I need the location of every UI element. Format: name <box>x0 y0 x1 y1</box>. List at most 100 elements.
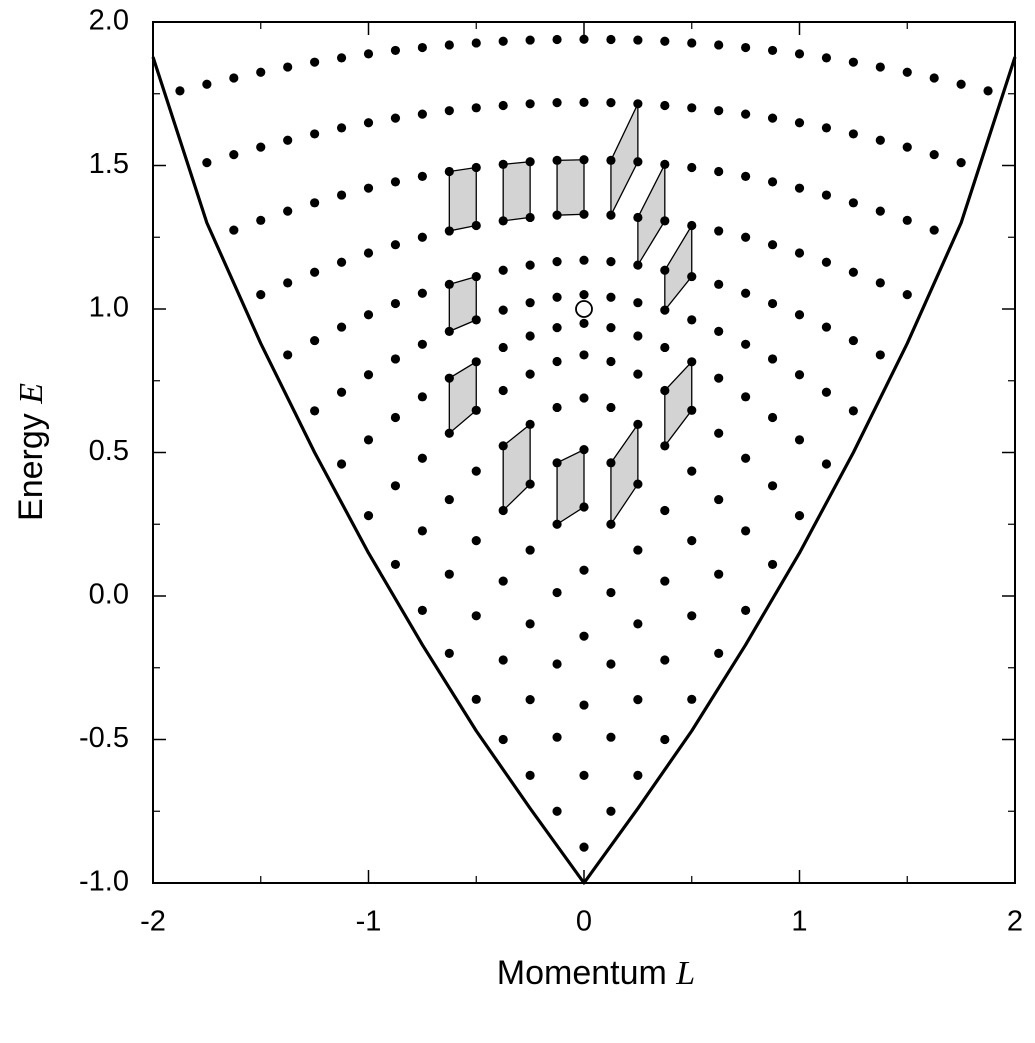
y-tick-label: 0.0 <box>89 579 129 611</box>
y-tick-label: -1.0 <box>79 866 129 898</box>
lattice-point <box>390 240 401 250</box>
lattice-point <box>498 505 508 516</box>
lattice-point <box>498 342 508 353</box>
lattice-point <box>633 260 643 270</box>
lattice-point <box>633 479 643 489</box>
lattice-point <box>741 526 751 536</box>
lattice-point <box>714 226 724 236</box>
x-axis-label: Momentum L <box>497 954 695 992</box>
lattice-point <box>390 412 401 423</box>
lattice-point <box>606 210 616 220</box>
lattice-point <box>633 545 643 555</box>
lattice-point <box>660 305 670 315</box>
lattice-point <box>579 700 589 710</box>
lattice-point <box>875 62 885 72</box>
lattice-point <box>714 428 724 438</box>
lattice-point <box>606 323 616 333</box>
lattice-point <box>606 356 616 367</box>
lattice-point <box>579 290 589 300</box>
lattice-point <box>525 157 535 167</box>
lattice-point <box>471 271 481 282</box>
lattice-point <box>310 198 320 208</box>
x-tick-label: -2 <box>140 906 166 938</box>
lattice-point <box>229 225 239 235</box>
lattice-point <box>471 103 481 113</box>
lattice-point <box>741 171 751 182</box>
lattice-point <box>687 694 697 704</box>
lattice-cell <box>556 159 585 216</box>
lattice-point <box>687 466 697 476</box>
axis-layer: -2 -1 0 1 2 -1.0 -0.5 0.0 0.5 1.0 1.5 2.0 <box>79 5 1023 938</box>
lattice-point <box>498 159 508 169</box>
lattice-point <box>579 502 589 512</box>
lattice-point <box>714 569 724 579</box>
lattice-point <box>525 260 535 270</box>
lattice-point <box>902 215 912 225</box>
lattice-point <box>336 123 347 133</box>
lattice-point <box>767 113 778 123</box>
x-tick-label: 2 <box>1007 906 1023 938</box>
lattice-point <box>929 225 939 235</box>
lattice-point <box>363 370 374 380</box>
lattice-point <box>821 387 832 397</box>
lattice-point <box>498 265 508 275</box>
lattice-point <box>929 73 939 83</box>
lattice-point <box>444 569 454 579</box>
lattice-point <box>498 216 508 226</box>
lattice-point <box>767 45 778 56</box>
lattice-point <box>417 109 427 119</box>
lattice-point <box>579 318 589 328</box>
lattice-point <box>525 298 535 308</box>
lattice-point <box>471 357 481 367</box>
lattice-point <box>579 842 589 852</box>
lattice-point <box>741 288 751 298</box>
lattice-point <box>579 155 589 165</box>
lattice-point <box>767 481 778 491</box>
lattice-point <box>767 354 778 364</box>
lattice-point <box>471 315 481 325</box>
lattice-point <box>821 53 832 63</box>
lattice-point <box>687 536 697 546</box>
lattice-point <box>875 350 885 360</box>
lattice-point <box>848 267 858 277</box>
lattice-point <box>687 38 697 48</box>
lattice-point <box>471 220 481 231</box>
lattice-point <box>498 576 508 586</box>
lattice-cell <box>502 161 531 222</box>
lattice-point <box>821 322 832 332</box>
lattice-point <box>417 232 427 242</box>
lattice-point <box>363 183 374 193</box>
lattice-point <box>741 42 751 53</box>
lattice-point <box>363 511 374 521</box>
lattice-point <box>579 350 589 360</box>
lattice-point <box>660 655 670 665</box>
lattice-point <box>336 387 347 397</box>
lattice-point <box>283 135 293 145</box>
lattice-point <box>417 171 427 182</box>
lattice-point <box>606 519 616 529</box>
lattice-point <box>606 732 616 742</box>
lattice-point <box>552 458 562 468</box>
lattice-point <box>552 155 562 165</box>
lattice-point <box>552 34 562 45</box>
lattice-point <box>471 611 481 621</box>
lattice-point <box>660 216 670 226</box>
lattice-point <box>417 526 427 536</box>
lattice-point <box>229 73 239 83</box>
lattice-point <box>633 369 643 379</box>
mark-layer <box>151 34 1017 885</box>
lattice-point <box>390 298 401 309</box>
lattice-point <box>714 373 724 383</box>
lattice-point <box>633 419 643 429</box>
lattice-point <box>714 166 724 177</box>
lattice-point <box>767 177 778 187</box>
lattice-point <box>875 278 885 288</box>
lattice-point <box>498 734 508 745</box>
lattice-point <box>606 402 616 413</box>
y-tick-label: 1.5 <box>89 148 129 180</box>
lattice-point <box>498 100 508 111</box>
lattice-point <box>633 619 643 629</box>
lattice-point <box>875 206 885 216</box>
singular-point <box>575 300 593 318</box>
